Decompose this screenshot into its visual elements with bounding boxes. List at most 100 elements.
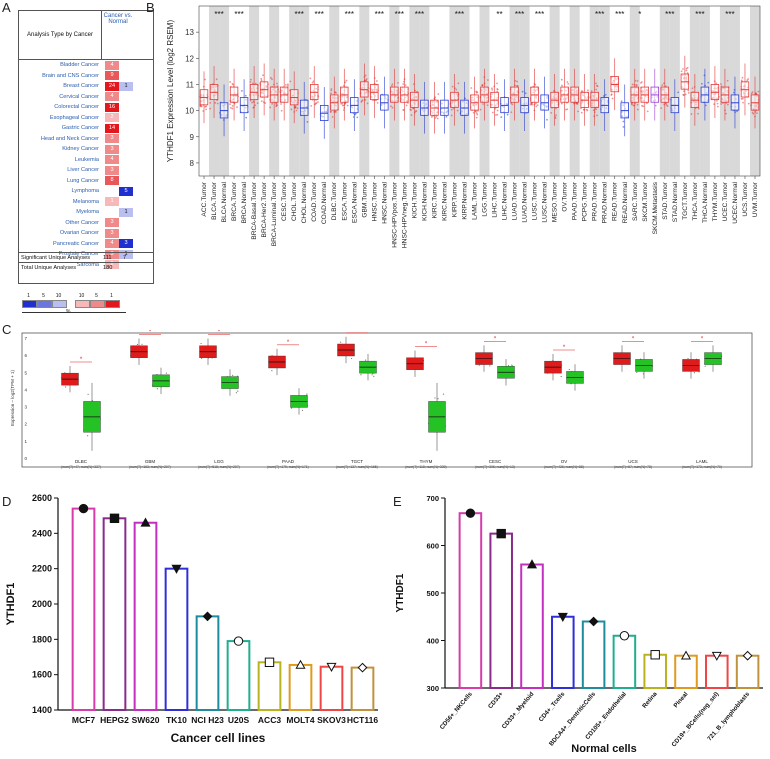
bar — [520, 563, 544, 689]
cancer-type-link[interactable]: Cervical Cancer — [59, 93, 99, 100]
cancer-type-link[interactable]: Sarcoma — [76, 261, 99, 268]
down-count-cell: 3 — [119, 239, 133, 248]
marker — [109, 513, 120, 524]
data-point — [256, 102, 259, 105]
data-point — [301, 409, 304, 412]
data-point — [344, 81, 347, 84]
cancer-type-link[interactable]: Ovarian Cancer — [59, 230, 99, 236]
cancer-type-link[interactable]: Melanoma — [72, 198, 99, 205]
data-point — [610, 93, 613, 96]
down-count-cell — [119, 92, 133, 101]
data-point — [276, 104, 279, 106]
data-point — [390, 85, 393, 87]
data-point — [555, 114, 557, 117]
data-point — [489, 365, 491, 367]
data-point — [596, 114, 598, 117]
summary-value-down: 7 — [123, 255, 127, 261]
x-tick-label: SW620 — [132, 715, 160, 725]
marker — [711, 651, 722, 661]
up-count-cell: 4 — [105, 92, 119, 101]
x-tick-label: PCPG.Tumor — [582, 181, 589, 221]
cancer-type-link[interactable]: Breast Cancer — [63, 83, 99, 89]
legend-swatch — [105, 300, 120, 308]
bar — [226, 640, 251, 712]
data-point — [472, 111, 475, 114]
data-point — [435, 115, 438, 118]
data-point — [757, 90, 760, 93]
y-axis-label: YTHDF1 — [395, 573, 406, 612]
data-point — [249, 99, 252, 102]
data-point — [697, 107, 700, 110]
x-tick-label: COAD.Normal — [321, 181, 328, 224]
x-tick-label: STAD.Normal — [672, 181, 679, 222]
data-point — [405, 104, 408, 107]
data-point — [235, 392, 237, 394]
data-point — [555, 107, 557, 110]
cancer-type-link[interactable]: Kidney Cancer — [62, 146, 99, 152]
cancer-type-link[interactable]: Colorectal Cancer — [54, 104, 99, 110]
data-point — [231, 107, 234, 110]
data-point — [474, 110, 477, 113]
bar — [71, 507, 96, 711]
x-tick-label: Pineal — [672, 691, 689, 710]
data-point — [156, 388, 158, 390]
data-point — [536, 104, 539, 107]
data-point — [602, 95, 605, 97]
data-point — [751, 111, 754, 114]
data-point — [409, 108, 412, 111]
cancer-type-link[interactable]: Myeloma — [76, 209, 99, 215]
x-tick-label: KIRC.Normal — [441, 181, 448, 220]
data-point — [165, 372, 167, 374]
up-count-cell: 24 — [105, 81, 119, 91]
x-tick-label: SKOV3 — [317, 715, 346, 725]
legend-number: 10 — [55, 293, 62, 299]
data-point — [687, 89, 690, 92]
data-point — [201, 357, 203, 360]
cancer-type-link[interactable]: Lung Cancer — [66, 177, 99, 184]
x-tick-label: BRCA.Tumor — [231, 181, 238, 221]
data-point — [568, 368, 570, 371]
cancer-type-link[interactable]: Bladder Cancer — [60, 62, 99, 68]
x-tick-label: LIHC.Tumor — [492, 181, 499, 217]
significance-label: * — [638, 10, 641, 19]
cancer-type-link[interactable]: Lymphoma — [71, 188, 99, 194]
data-point — [296, 107, 299, 110]
cancer-type-link[interactable]: Prostate Cancer — [58, 251, 99, 257]
data-point — [280, 109, 283, 112]
bar — [257, 661, 282, 712]
marker — [650, 650, 660, 660]
data-point — [455, 88, 458, 91]
data-point — [415, 110, 418, 112]
data-point — [436, 117, 439, 120]
x-tick-label: TGCT.Tumor — [682, 181, 689, 220]
cancer-type-link[interactable]: Leukemia — [74, 156, 99, 163]
cancer-type-link[interactable]: Brain and CNS Cancer — [42, 72, 99, 79]
cancer-type-link[interactable]: Other Cancer — [65, 219, 99, 226]
data-point — [260, 77, 263, 80]
data-point — [451, 85, 454, 88]
data-point — [245, 116, 248, 119]
data-point — [87, 393, 89, 395]
data-point — [550, 111, 553, 114]
data-point — [742, 101, 744, 104]
data-point — [564, 108, 567, 111]
marker — [233, 636, 244, 646]
data-point — [442, 393, 445, 395]
data-point — [237, 390, 239, 392]
data-point — [725, 112, 727, 115]
x-tick-label: CESC — [489, 459, 502, 464]
up-count-cell: 1 — [105, 197, 119, 206]
data-point — [521, 90, 524, 93]
cancer-type-link[interactable]: Pancreatic Cancer — [52, 240, 99, 247]
data-point — [560, 375, 562, 378]
data-point — [249, 78, 252, 81]
cancer-type-link[interactable]: Liver Cancer — [67, 167, 99, 173]
x-tick-label: TGCT — [351, 459, 363, 464]
cancer-type-link[interactable]: Head and Neck Cancer — [40, 135, 99, 142]
cancer-type-link[interactable]: Esophageal Cancer — [49, 114, 99, 121]
x-tick-label: OV — [561, 459, 568, 464]
down-count-cell — [119, 176, 133, 185]
cancer-type-link[interactable]: Gastric Cancer — [61, 125, 99, 131]
marker — [140, 517, 151, 527]
marker — [680, 650, 692, 660]
